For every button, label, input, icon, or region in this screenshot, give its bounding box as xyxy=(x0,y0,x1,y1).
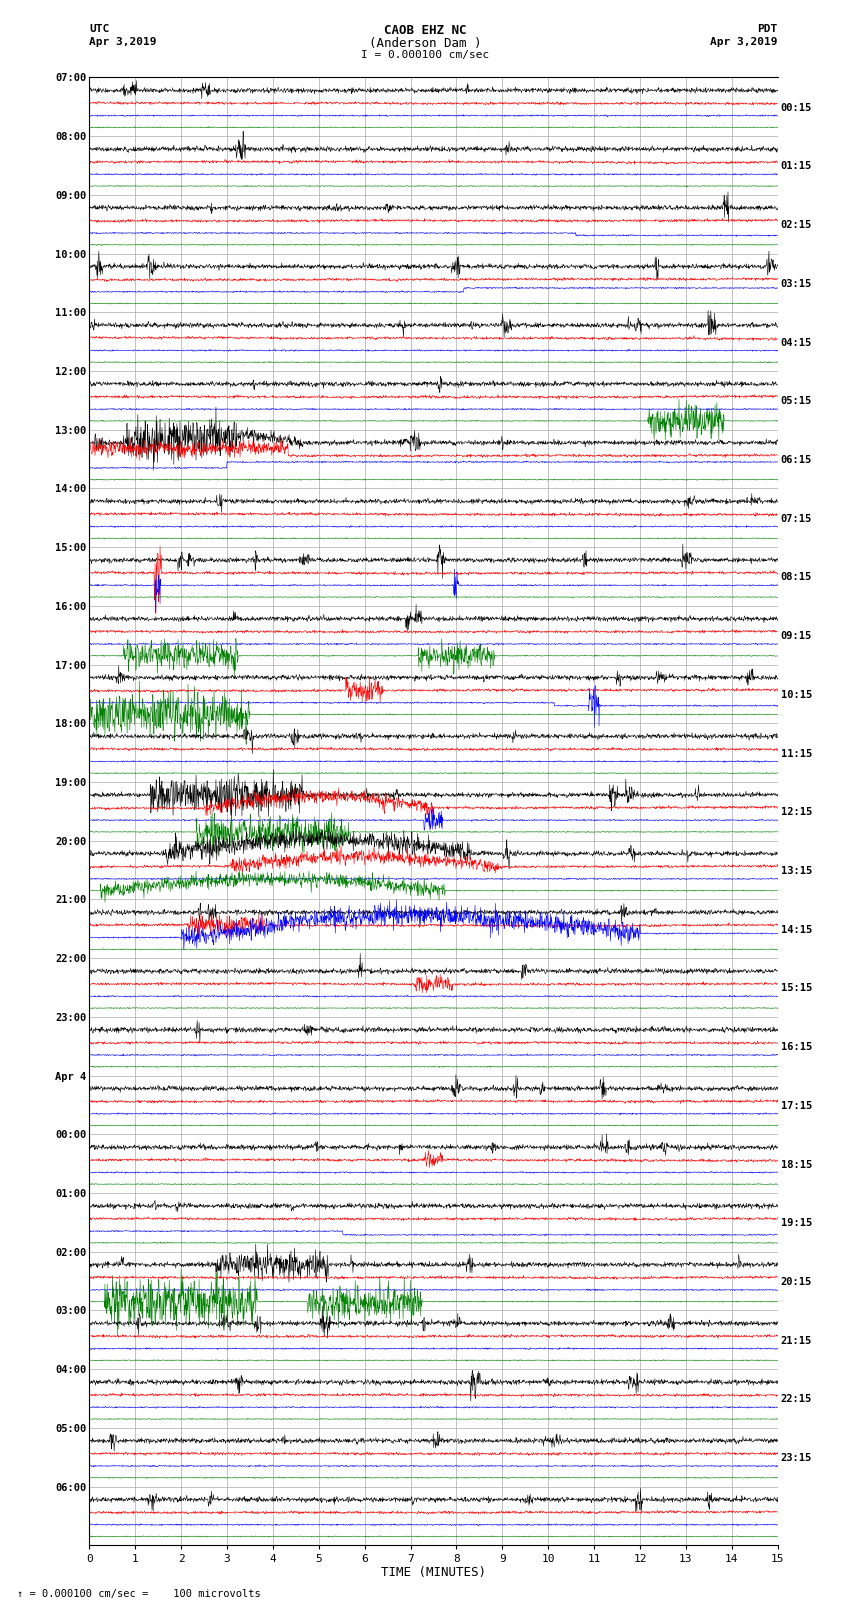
Text: I = 0.000100 cm/sec: I = 0.000100 cm/sec xyxy=(361,50,489,60)
Text: Apr 3,2019: Apr 3,2019 xyxy=(89,37,156,47)
Text: (Anderson Dam ): (Anderson Dam ) xyxy=(369,37,481,50)
X-axis label: TIME (MINUTES): TIME (MINUTES) xyxy=(381,1566,486,1579)
Text: UTC: UTC xyxy=(89,24,110,34)
Text: ↑ = 0.000100 cm/sec =    100 microvolts: ↑ = 0.000100 cm/sec = 100 microvolts xyxy=(17,1589,261,1598)
Text: PDT: PDT xyxy=(757,24,778,34)
Text: Apr 3,2019: Apr 3,2019 xyxy=(711,37,778,47)
Text: CAOB EHZ NC: CAOB EHZ NC xyxy=(383,24,467,37)
